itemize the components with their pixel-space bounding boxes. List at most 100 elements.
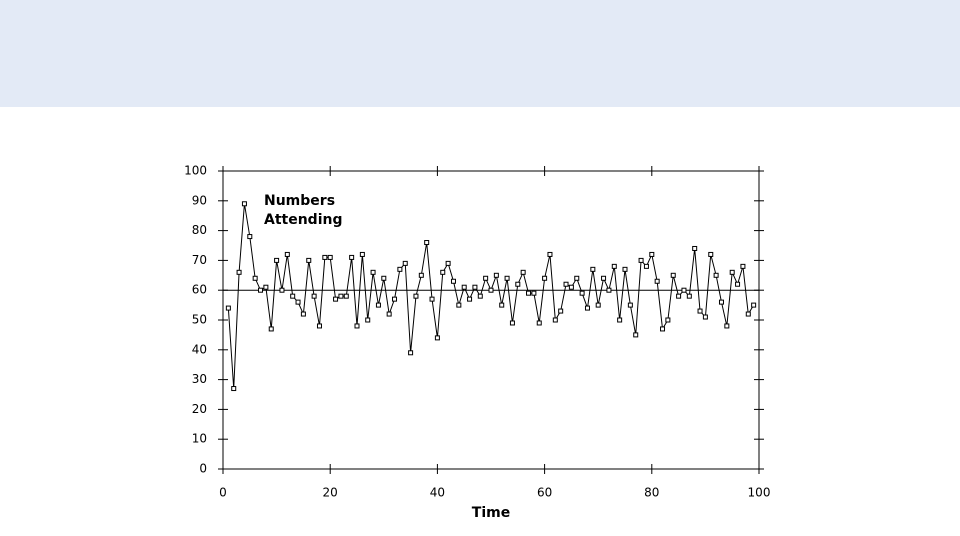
data-point xyxy=(467,296,473,302)
annotation: Attending xyxy=(264,212,343,228)
x-tick-label: 40 xyxy=(430,486,445,500)
data-point xyxy=(258,287,264,293)
data-point xyxy=(290,293,296,299)
data-point xyxy=(359,251,365,257)
data-point xyxy=(686,293,692,299)
data-point xyxy=(568,284,574,290)
data-point xyxy=(247,234,253,240)
data-point xyxy=(622,266,628,272)
data-point xyxy=(633,332,639,338)
data-point xyxy=(311,293,317,299)
data-point xyxy=(724,323,730,329)
data-point xyxy=(295,299,301,305)
x-tick-label: 0 xyxy=(219,486,227,500)
data-point xyxy=(740,263,746,269)
y-tick-label: 20 xyxy=(192,402,207,416)
data-point xyxy=(231,386,237,392)
data-point xyxy=(552,317,558,323)
data-point xyxy=(676,293,682,299)
data-point xyxy=(509,320,515,326)
data-point xyxy=(681,287,687,293)
x-tick-label: 100 xyxy=(748,486,771,500)
data-point xyxy=(745,311,751,317)
data-point xyxy=(418,272,424,278)
x-tick-label: 20 xyxy=(323,486,338,500)
header-band xyxy=(0,0,960,107)
data-point xyxy=(536,320,542,326)
data-point xyxy=(654,278,660,284)
data-point xyxy=(643,263,649,269)
data-point xyxy=(322,254,328,260)
data-point xyxy=(338,293,344,299)
data-point xyxy=(381,275,387,281)
data-point xyxy=(434,335,440,341)
data-point xyxy=(413,293,419,299)
data-point xyxy=(429,296,435,302)
data-point xyxy=(274,257,280,263)
y-tick-label: 50 xyxy=(192,313,207,327)
data-point xyxy=(563,281,569,287)
data-point xyxy=(472,284,478,290)
data-point xyxy=(424,240,430,246)
data-point xyxy=(483,275,489,281)
x-axis-label: Time xyxy=(472,505,510,521)
data-point xyxy=(284,251,290,257)
data-point xyxy=(617,317,623,323)
data-point xyxy=(354,323,360,329)
data-point xyxy=(531,290,537,296)
y-tick-label: 30 xyxy=(192,372,207,386)
data-line xyxy=(227,203,755,389)
data-point xyxy=(526,290,532,296)
data-point xyxy=(713,272,719,278)
data-point xyxy=(504,275,510,281)
data-point xyxy=(456,302,462,308)
annotation: Numbers xyxy=(264,193,335,209)
data-point xyxy=(440,269,446,275)
data-point xyxy=(574,275,580,281)
data-point xyxy=(547,251,553,257)
data-point xyxy=(461,284,467,290)
data-point xyxy=(697,308,703,314)
data-point xyxy=(670,272,676,278)
data-point xyxy=(252,275,258,281)
y-tick-label: 40 xyxy=(192,342,207,356)
data-point xyxy=(343,293,349,299)
x-tick-label: 80 xyxy=(644,486,659,500)
data-point xyxy=(263,284,269,290)
data-point xyxy=(477,293,483,299)
data-point xyxy=(300,311,306,317)
y-tick-label: 100 xyxy=(184,164,207,178)
data-point xyxy=(606,287,612,293)
data-point xyxy=(649,251,655,257)
data-point xyxy=(370,269,376,275)
data-point xyxy=(333,296,339,302)
data-point xyxy=(450,278,456,284)
y-tick-label: 60 xyxy=(192,283,207,297)
data-point xyxy=(627,302,633,308)
y-tick-label: 90 xyxy=(192,193,207,207)
y-tick-label: 10 xyxy=(192,432,207,446)
data-point xyxy=(375,302,381,308)
data-point xyxy=(708,251,714,257)
data-point xyxy=(268,326,274,332)
data-point xyxy=(499,302,505,308)
data-point xyxy=(595,302,601,308)
y-tick-label: 70 xyxy=(192,253,207,267)
data-point xyxy=(392,296,398,302)
y-tick-label: 0 xyxy=(199,462,207,476)
data-point xyxy=(493,272,499,278)
data-point xyxy=(611,263,617,269)
data-point xyxy=(402,260,408,266)
data-point xyxy=(660,326,666,332)
data-point xyxy=(241,201,247,207)
data-point xyxy=(751,302,757,308)
data-point xyxy=(365,317,371,323)
data-point xyxy=(279,287,285,293)
data-point xyxy=(590,266,596,272)
data-point xyxy=(386,311,392,317)
data-point xyxy=(236,269,242,275)
data-point xyxy=(445,260,451,266)
data-point xyxy=(408,350,414,356)
